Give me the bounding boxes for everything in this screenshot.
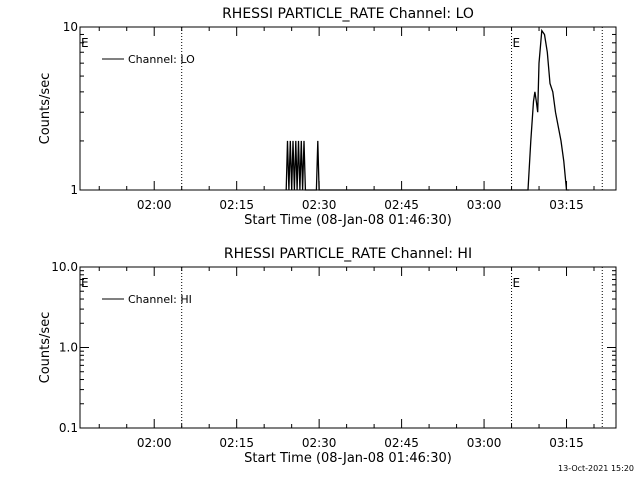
x-axis-label: Start Time (08-Jan-08 01:46:30) [244, 451, 452, 466]
x-tick-label: 03:00 [467, 198, 502, 212]
x-tick-label: 02:45 [384, 198, 419, 212]
y-axis-label: Counts/sec [38, 73, 53, 145]
x-axis-label: Start Time (08-Jan-08 01:46:30) [244, 213, 452, 228]
y-tick-label: 1.0 [59, 341, 78, 355]
event-marker: E [81, 36, 89, 50]
event-marker: E [513, 36, 521, 50]
x-tick-label: 03:15 [549, 198, 584, 212]
plot-frame [79, 266, 617, 429]
x-tick-label: 02:15 [219, 198, 254, 212]
y-axis-label: Counts/sec [38, 312, 53, 384]
x-tick-label: 02:30 [302, 436, 337, 450]
event-marker: E [513, 276, 521, 290]
x-tick-label: 02:00 [137, 198, 172, 212]
x-tick-label: 03:00 [467, 436, 502, 450]
series-line [285, 28, 570, 191]
chart-title: RHESSI PARTICLE_RATE Channel: LO [222, 6, 474, 22]
chart-panel-1: RHESSI PARTICLE_RATE Channel: HI 02:00 02:… [38, 246, 617, 466]
y-tick-label: 10.0 [51, 260, 78, 274]
y-tick-label: 10 [63, 20, 78, 34]
y-tick-label: 1 [70, 183, 78, 197]
y-tick-label: 0.1 [59, 421, 78, 435]
x-tick-label: 02:00 [137, 436, 172, 450]
x-tick-label: 02:45 [384, 436, 419, 450]
legend-label: Channel: HI [128, 293, 192, 306]
footer-timestamp: 13-Oct-2021 15:20 [558, 464, 634, 473]
legend-label: Channel: LO [128, 53, 195, 66]
event-marker: E [81, 276, 89, 290]
x-tick-label: 03:15 [549, 436, 584, 450]
x-tick-label: 02:30 [302, 198, 337, 212]
chart-title: RHESSI PARTICLE_RATE Channel: HI [224, 246, 472, 262]
x-tick-label: 02:15 [219, 436, 254, 450]
plot-frame [79, 26, 617, 191]
chart-panel-0: RHESSI PARTICLE_RATE Channel: LO 02:00 02:… [38, 6, 617, 228]
